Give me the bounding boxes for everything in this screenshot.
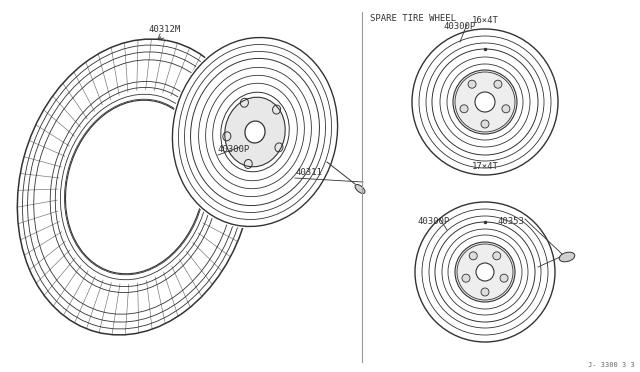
Circle shape [476, 263, 494, 281]
Circle shape [502, 105, 510, 113]
Circle shape [500, 274, 508, 282]
Ellipse shape [15, 37, 255, 337]
Text: 40311: 40311 [295, 168, 322, 177]
Text: 40353: 40353 [497, 217, 524, 226]
Circle shape [494, 80, 502, 88]
Circle shape [460, 105, 468, 113]
Text: J- 3300 3 3: J- 3300 3 3 [588, 362, 635, 368]
Circle shape [455, 242, 515, 302]
Text: 17×4T: 17×4T [472, 162, 499, 171]
Text: 40300P: 40300P [443, 22, 476, 31]
Text: 40300P: 40300P [417, 217, 449, 226]
Ellipse shape [559, 252, 575, 262]
Ellipse shape [225, 97, 285, 167]
Circle shape [462, 274, 470, 282]
Circle shape [475, 92, 495, 112]
Text: SPARE TIRE WHEEL: SPARE TIRE WHEEL [370, 14, 456, 23]
Ellipse shape [355, 185, 365, 193]
Text: 40312M: 40312M [149, 25, 181, 34]
Text: 40300P: 40300P [218, 145, 250, 154]
Ellipse shape [245, 121, 265, 143]
Circle shape [481, 120, 489, 128]
Text: 16×4T: 16×4T [472, 16, 499, 25]
Ellipse shape [65, 100, 205, 274]
Circle shape [493, 252, 500, 260]
Circle shape [468, 80, 476, 88]
Circle shape [481, 288, 489, 296]
Circle shape [453, 70, 517, 134]
Circle shape [469, 252, 477, 260]
Ellipse shape [170, 35, 340, 228]
